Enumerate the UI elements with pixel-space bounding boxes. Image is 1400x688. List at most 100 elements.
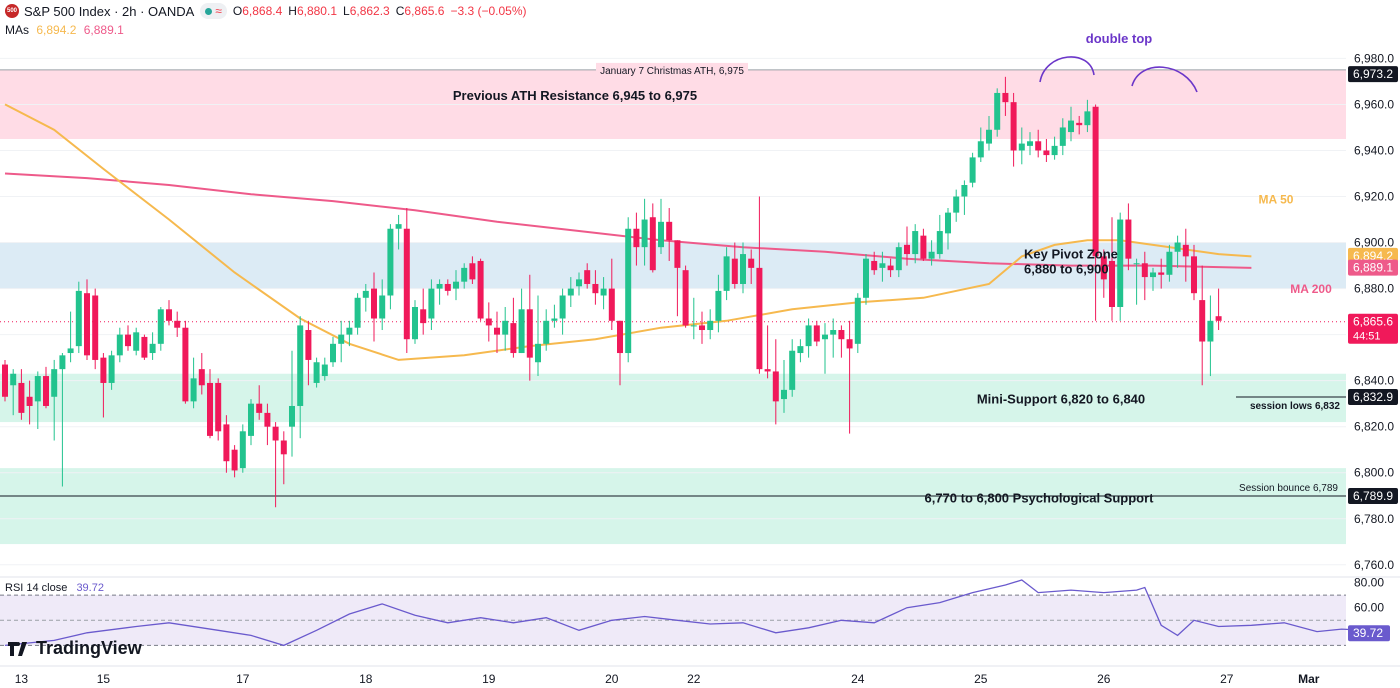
zone-label-0: Previous ATH Resistance 6,945 to 6,975 <box>453 88 697 103</box>
candle <box>764 325 771 379</box>
candle <box>125 325 131 351</box>
candle <box>289 350 295 457</box>
candle <box>920 228 927 261</box>
candle-body <box>1076 122 1083 126</box>
candle-body <box>936 231 943 255</box>
price-tag: 6,832.9 <box>1348 388 1398 405</box>
candle <box>149 332 156 360</box>
candle <box>215 378 222 441</box>
candle <box>1027 132 1033 156</box>
price-tag: 6,865.6 44:51 <box>1348 313 1398 344</box>
status-indicator[interactable]: ≈ <box>200 3 227 19</box>
candle-body <box>92 295 99 360</box>
candle <box>395 214 402 250</box>
candle <box>84 279 90 360</box>
candle <box>1043 138 1050 162</box>
candle-body <box>330 343 336 363</box>
candle <box>403 208 410 354</box>
ma-legend[interactable]: MAs 6,894.2 6,889.1 <box>5 23 124 37</box>
candle <box>740 242 746 294</box>
ma50-annotation: MA 50 <box>1259 192 1294 206</box>
candle <box>994 88 1001 137</box>
candle-body <box>920 235 927 259</box>
x-tick-label: 25 <box>974 672 988 686</box>
candle <box>986 115 992 151</box>
candle-body <box>986 129 992 144</box>
candle-body <box>207 382 213 436</box>
candle <box>207 369 213 439</box>
candle-body <box>313 362 320 383</box>
candle-body <box>584 270 591 284</box>
candle-body <box>526 309 533 358</box>
candle-body <box>379 295 386 319</box>
candle-body <box>510 323 517 354</box>
candle-body <box>518 309 525 354</box>
rsi-legend[interactable]: RSI 14 close 39.72 <box>5 582 104 594</box>
candle <box>797 339 804 363</box>
candle-body <box>1125 219 1132 259</box>
candle-body <box>354 297 361 328</box>
candle-body <box>59 355 66 370</box>
candle-body <box>600 288 607 296</box>
candle <box>731 242 738 289</box>
candle-body <box>100 357 107 383</box>
candle <box>75 281 82 354</box>
candle <box>633 212 640 266</box>
candle-body <box>551 318 558 321</box>
y-tick-label: 6,880.0 <box>1354 282 1394 296</box>
candle-body <box>1215 316 1222 321</box>
candle <box>666 208 673 261</box>
candle <box>1018 127 1025 165</box>
ma200-line <box>4 172 1252 269</box>
ohlc-close: C6,865.6 <box>395 4 445 18</box>
candle <box>2 359 8 402</box>
candle-body <box>707 320 714 331</box>
candle-body <box>387 228 394 296</box>
candle-body <box>1092 106 1099 257</box>
candle <box>362 283 369 312</box>
candle <box>190 357 197 409</box>
candle-body <box>141 336 148 358</box>
candle <box>551 304 558 328</box>
candle-body <box>977 141 984 158</box>
candle-body <box>2 364 8 397</box>
candle <box>772 339 779 425</box>
candle-body <box>116 334 123 356</box>
price-tag-label: 6,889.1 <box>1353 261 1393 275</box>
symbol-logo-icon[interactable]: 500 <box>5 4 19 18</box>
candle-body <box>485 318 492 326</box>
candle-body <box>805 325 812 347</box>
tradingview-logo[interactable]: TradingView <box>8 638 142 659</box>
candle-body <box>633 228 640 248</box>
candle <box>592 270 599 305</box>
candle-body <box>256 403 263 413</box>
candle <box>928 240 935 266</box>
x-tick-label: 17 <box>236 672 250 686</box>
y-tick-label: 6,760.0 <box>1354 558 1394 572</box>
candle-body <box>182 327 189 402</box>
candle <box>543 309 550 351</box>
y-tick-label: 6,800.0 <box>1354 466 1394 480</box>
ohlc-high: H6,880.1 <box>288 4 337 18</box>
chart-title[interactable]: S&P 500 Index · 2h · OANDA <box>24 3 195 19</box>
candle-body <box>895 247 902 271</box>
candle <box>805 318 812 358</box>
candle <box>1002 76 1009 116</box>
x-tick-label: 18 <box>359 672 373 686</box>
candle <box>330 336 336 367</box>
price-tag: 6,789.9 <box>1348 487 1398 504</box>
candle-body <box>67 348 74 354</box>
session-bounce-label: Session bounce 6,789 <box>1239 483 1338 494</box>
candle <box>617 320 623 386</box>
candle <box>707 309 714 340</box>
candle-body <box>781 389 787 400</box>
candle-body <box>477 260 484 319</box>
candle <box>1035 129 1042 158</box>
candle <box>838 325 845 358</box>
candle-body <box>1166 251 1173 275</box>
candle-body <box>1141 263 1148 278</box>
candle-body <box>461 267 468 282</box>
candle-body <box>879 263 886 268</box>
candle <box>584 263 591 289</box>
